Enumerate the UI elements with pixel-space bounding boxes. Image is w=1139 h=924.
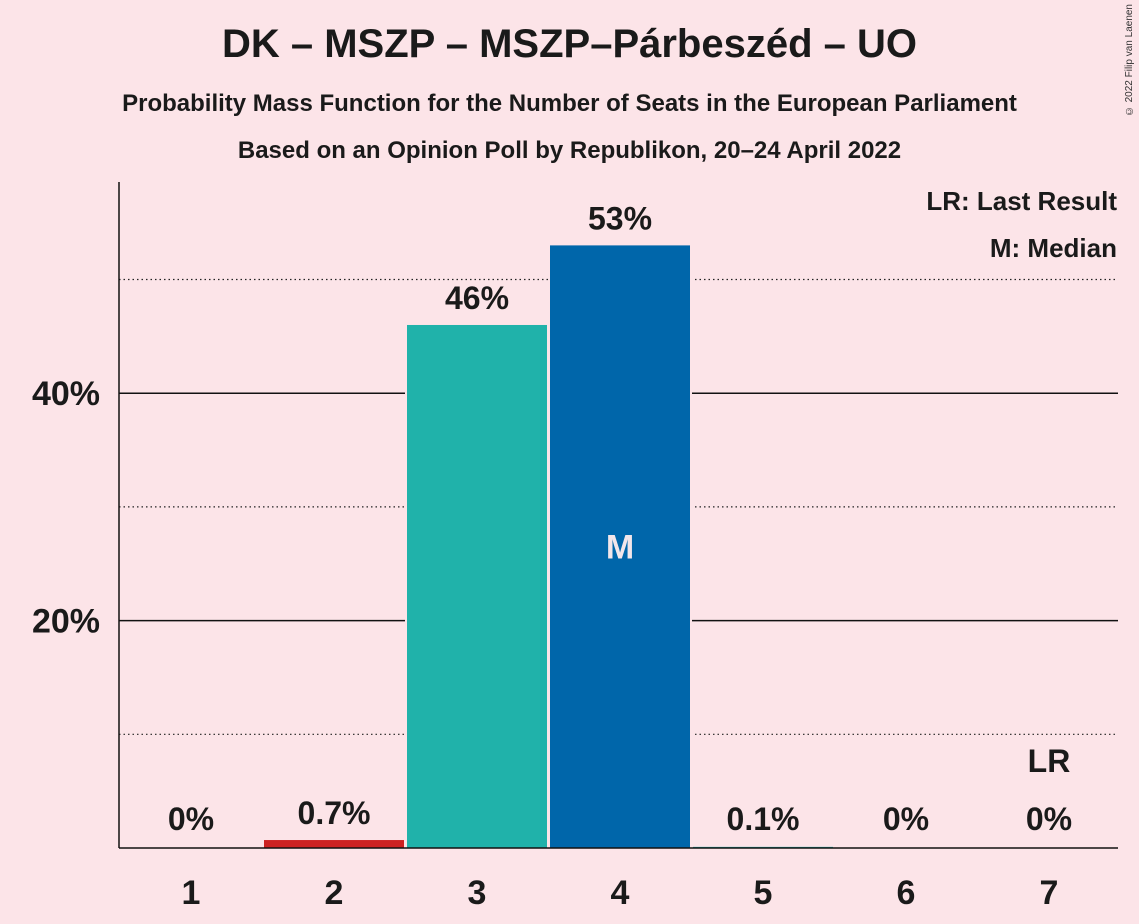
data-label: 0.7% — [298, 795, 371, 831]
y-tick-label: 20% — [32, 603, 100, 641]
bar — [264, 840, 404, 848]
data-label: 46% — [445, 280, 509, 316]
median-marker: M — [606, 529, 634, 567]
bar — [550, 245, 690, 848]
chart-source: Based on an Opinion Poll by Republikon, … — [237, 137, 902, 164]
x-tick-label: 4 — [611, 874, 630, 912]
data-label: 0% — [1026, 801, 1072, 837]
chart-title: DK – MSZP – MSZP–Párbeszéd – UO — [221, 22, 918, 66]
legend-median: M: Median — [990, 233, 1117, 263]
last-result-marker: LR — [1028, 743, 1071, 779]
x-tick-label: 6 — [897, 874, 916, 912]
data-label: 0% — [883, 801, 929, 837]
x-tick-label: 7 — [1040, 874, 1059, 912]
bar — [407, 324, 547, 849]
data-label: 0% — [168, 801, 214, 837]
bar-outline — [691, 844, 835, 848]
x-tick-label: 1 — [182, 874, 201, 912]
legend-last-result: LR: Last Result — [926, 186, 1117, 216]
x-tick-label: 3 — [468, 874, 487, 912]
chart-subtitle: Probability Mass Function for the Number… — [122, 90, 1017, 117]
x-tick-label: 5 — [754, 874, 773, 912]
x-tick-label: 2 — [325, 874, 344, 912]
y-tick-label: 40% — [32, 375, 100, 413]
data-label: 0.1% — [727, 801, 800, 837]
data-label: 53% — [588, 200, 652, 236]
